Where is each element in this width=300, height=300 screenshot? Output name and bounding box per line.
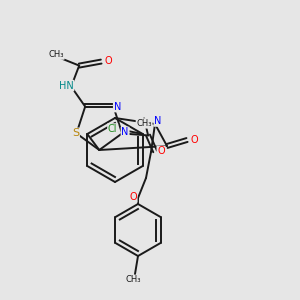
Text: O: O [157, 146, 165, 156]
Text: O: O [190, 135, 198, 145]
Text: S: S [72, 128, 79, 138]
Text: HN: HN [59, 81, 74, 91]
Text: O: O [104, 56, 112, 66]
Text: N: N [122, 128, 129, 137]
Text: N: N [154, 116, 162, 126]
Text: CH₃: CH₃ [125, 275, 141, 284]
Text: CH₃: CH₃ [136, 119, 152, 128]
Text: CH₃: CH₃ [48, 50, 64, 59]
Text: O: O [129, 192, 137, 202]
Text: Cl: Cl [108, 124, 118, 134]
Text: N: N [114, 102, 121, 112]
